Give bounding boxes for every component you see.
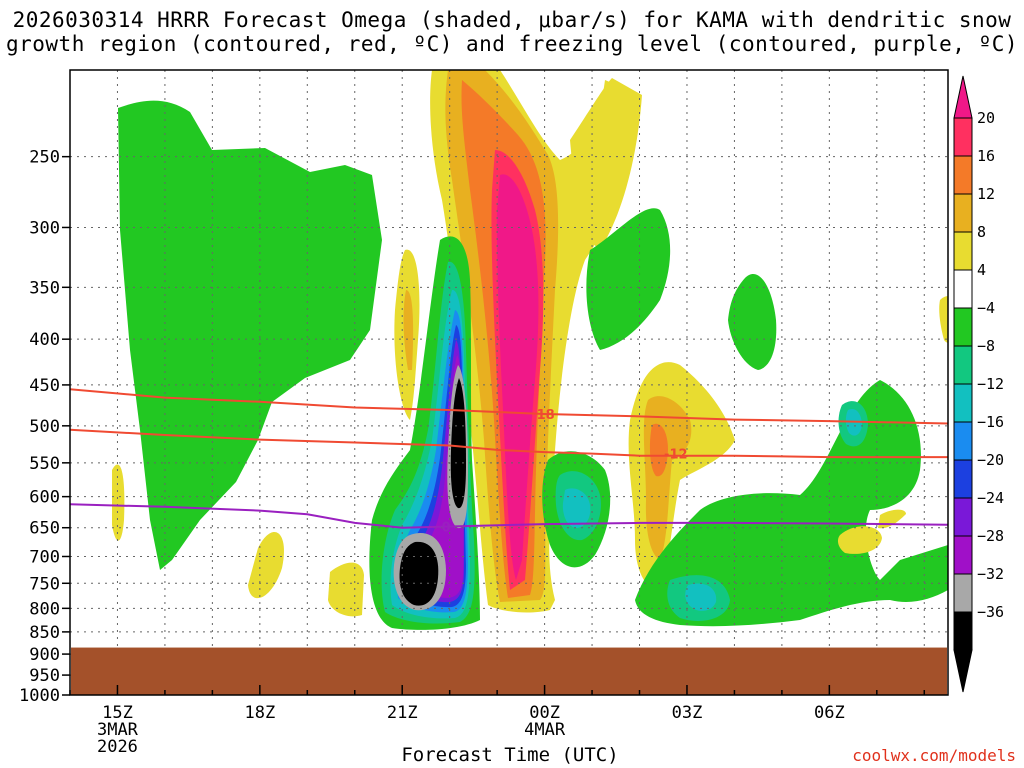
omega-shading [112,70,948,630]
omega-region-yellow-edge [939,296,948,343]
x-axis-label: Forecast Time (UTC) [401,744,619,766]
colorbar-swatch-2 [953,193,973,233]
colorbar: 20 16 12 8 4 −4 −8 −12 −16 −20 −24 −28 −32 −36 [953,75,1004,693]
y-tick-label-750: 750 [29,574,60,594]
contour-lines: 18 -12 0 [70,388,948,536]
y-tick-label-600: 600 [29,488,60,508]
contour-line-0 [70,388,948,425]
contour-line-1 [70,428,948,459]
x-tick-label-15-0: 15Z [102,703,133,723]
omega-region-green-04z [728,274,777,370]
y-axis: 2503003504004505005506006507007508008509… [19,148,70,706]
credit-text: coolwx.com/models [852,746,1016,765]
omega-region-green-lower-right [635,380,948,627]
colorbar-label-3: 8 [977,223,986,241]
x-tick-label-15-1: 3MAR [97,720,139,740]
y-tick-label-850: 850 [29,623,60,643]
omega-region-orange-thin-column [403,290,414,370]
omega-region-yellow-15z [112,464,125,541]
colorbar-label-5: −4 [977,299,995,317]
colorbar-label-13: −36 [977,603,1004,621]
y-tick-label-250: 250 [29,148,60,168]
y-tick-label-1000: 1000 [19,686,60,706]
colorbar-label-2: 12 [977,185,995,203]
colorbar-swatch-8 [953,421,973,461]
y-tick-label-550: 550 [29,454,60,474]
colorbar-label-10: −24 [977,489,1004,507]
colorbar-swatch-12 [953,573,973,613]
omega-region-black-core-lower [399,541,439,606]
y-tick-label-450: 450 [29,376,60,396]
y-tick-label-350: 350 [29,278,60,298]
y-tick-label-650: 650 [29,519,60,539]
x-tick-label-18-0: 18Z [244,703,275,723]
y-tick-label-300: 300 [29,218,60,238]
title-line-2: growth region (contoured, red, ºC) and f… [5,32,1019,56]
colorbar-label-9: −20 [977,451,1004,469]
colorbar-label-1: 16 [977,147,995,165]
y-tick-label-500: 500 [29,417,60,437]
x-tick-label-30-0: 06Z [814,703,845,723]
colorbar-label-0: 20 [977,109,995,127]
colorbar-swatch-9 [953,459,973,499]
omega-region-yellow-18z [248,531,284,599]
colorbar-label-12: −32 [977,565,1004,583]
colorbar-swatch-3 [953,231,973,271]
y-tick-label-900: 900 [29,645,60,665]
x-tick-label-21-0: 21Z [387,703,418,723]
colorbar-swatch-10 [953,497,973,537]
colorbar-label-11: −28 [977,527,1004,545]
omega-region-cyan-00z [562,488,591,528]
colorbar-swatch-1 [953,155,973,195]
colorbar-swatch-0 [953,117,973,157]
x-tick-label-24-1: 4MAR [524,720,566,740]
omega-region-yellow-top-right [570,78,642,250]
x-tick-label-15-2: 2026 [97,737,138,757]
omega-region-dark-orange-02z [649,423,668,477]
colorbar-swatch-6 [953,345,973,385]
contour-line-2 [70,503,948,529]
omega-region-cyan-lower-right [685,583,717,611]
colorbar-label-7: −12 [977,375,1004,393]
colorbar-swatch-5 [953,307,973,347]
colorbar-label-8: −16 [977,413,1004,431]
y-tick-label-950: 950 [29,666,60,686]
y-tick-label-700: 700 [29,547,60,567]
colorbar-label-4: 4 [977,261,986,279]
contour-label-1: -12 [664,448,688,463]
plot-frame [69,69,949,696]
contour-label-0: 18 [537,408,555,423]
x-tick-label-24-0: 00Z [529,703,560,723]
colorbar-swatch-11 [953,535,973,575]
y-tick-label-400: 400 [29,330,60,350]
title-line-1: 2026030314 HRRR Forecast Omega (shaded, … [12,8,1012,32]
colorbar-swatch-7 [953,383,973,423]
y-tick-label-800: 800 [29,599,60,619]
omega-region-magenta [496,174,539,580]
contour-label-2: 0 [442,521,451,536]
colorbar-swatch-4 [953,269,973,309]
terrain-fill [71,647,947,695]
omega-region-green-02z-upper [586,208,671,350]
omega-region-yellow-06z-a [837,526,882,554]
omega-region-yellow-06z-b [878,509,906,529]
x-tick-label-27-0: 03Z [672,703,703,723]
colorbar-swatch-13 [953,611,973,651]
chart-title: 2026030314 HRRR Forecast Omega (shaded, … [0,8,1024,56]
colorbar-bottom-arrow [953,649,973,693]
colorbar-top-arrow [953,75,973,119]
colorbar-label-6: −8 [977,337,995,355]
omega-region-green-left [118,100,382,570]
